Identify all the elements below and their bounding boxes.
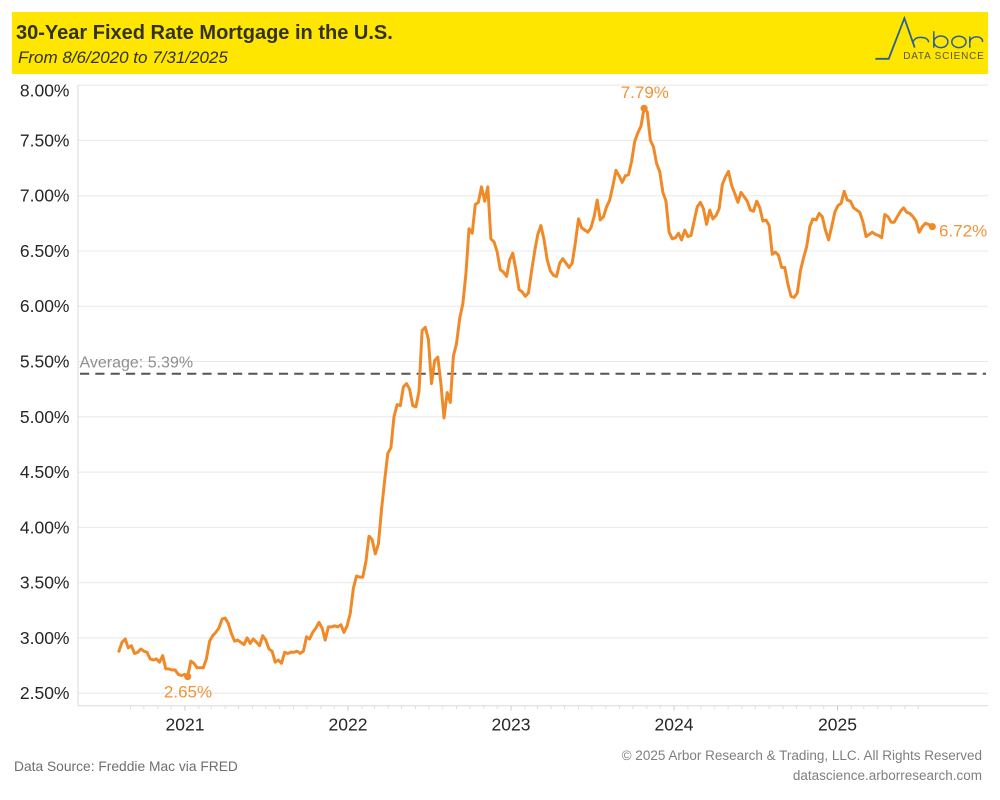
svg-text:2023: 2023 [492,715,531,735]
svg-text:DATA SCIENCE: DATA SCIENCE [903,51,984,62]
svg-text:2024: 2024 [655,715,694,735]
svg-text:2025: 2025 [818,715,857,735]
svg-text:3.50%: 3.50% [20,573,70,593]
svg-text:6.00%: 6.00% [20,296,70,316]
svg-text:8.00%: 8.00% [20,81,70,101]
svg-text:6.72%: 6.72% [939,221,987,240]
svg-text:4.00%: 4.00% [20,517,70,537]
svg-text:Average: 5.39%: Average: 5.39% [80,355,194,372]
svg-text:2021: 2021 [166,715,205,735]
svg-text:5.00%: 5.00% [20,407,70,427]
svg-text:7.50%: 7.50% [20,130,70,150]
svg-text:7.79%: 7.79% [621,83,669,102]
svg-text:4.50%: 4.50% [20,462,70,482]
svg-text:2.65%: 2.65% [164,682,212,701]
svg-text:3.00%: 3.00% [20,628,70,648]
svg-text:2.50%: 2.50% [20,683,70,703]
svg-text:7.00%: 7.00% [20,186,70,206]
svg-text:5.50%: 5.50% [20,352,70,372]
svg-text:6.50%: 6.50% [20,241,70,261]
svg-text:2022: 2022 [329,715,368,735]
